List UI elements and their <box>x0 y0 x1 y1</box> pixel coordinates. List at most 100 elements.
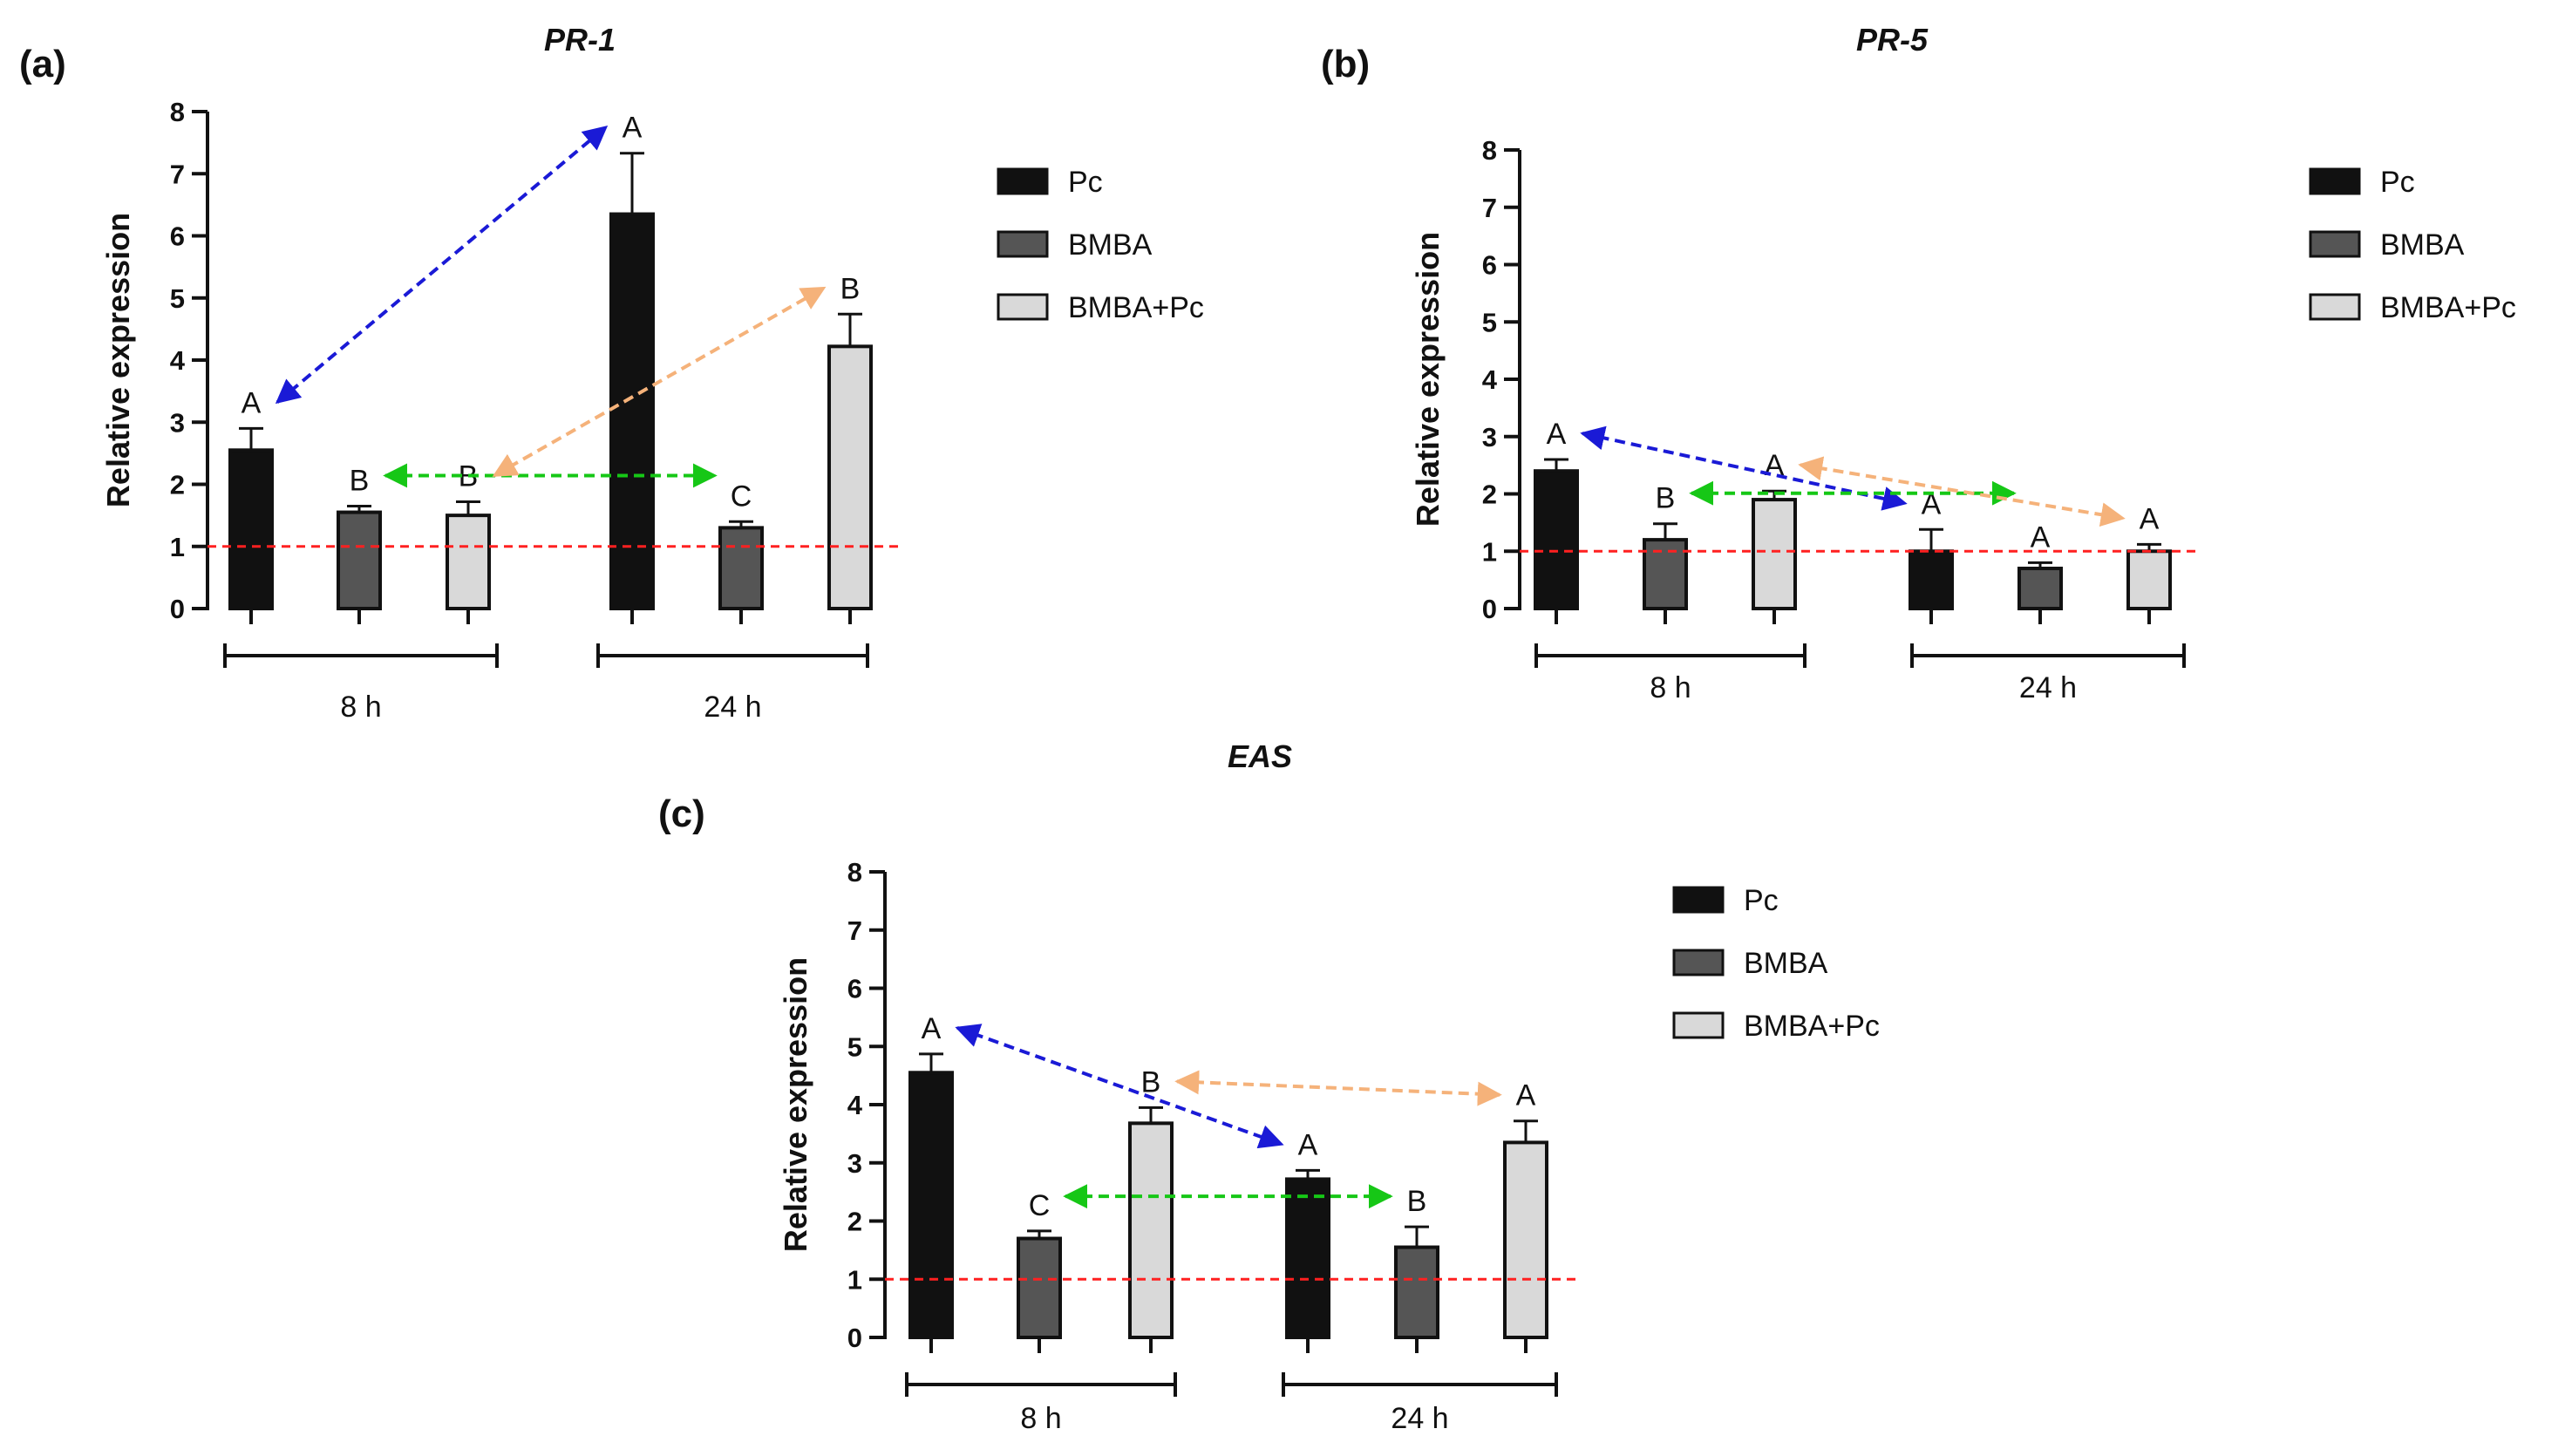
y-tick-label: 0 <box>1482 594 1497 624</box>
bar-bmba-plus-pc <box>1128 1121 1174 1339</box>
group-label: 24 h <box>1391 1402 1448 1435</box>
y-tick-label: 4 <box>847 1090 863 1120</box>
y-tick-label: 6 <box>1482 250 1497 281</box>
group-label: 24 h <box>2019 671 2077 704</box>
panel-label: (b) <box>1321 43 1370 85</box>
comparison-arrow-orange <box>1174 1070 1502 1106</box>
y-tick-label: 1 <box>170 532 185 562</box>
significance-letter: A <box>922 1012 942 1045</box>
legend-label: Pc <box>1068 166 1103 199</box>
bar-pc <box>1285 1177 1330 1339</box>
group-label: 8 h <box>1020 1402 1061 1435</box>
significance-letter: A <box>242 386 262 419</box>
legend-label: BMBA+Pc <box>2380 291 2516 324</box>
significance-letter: A <box>1516 1079 1536 1112</box>
legend-swatch <box>2309 230 2361 258</box>
y-tick-label: 6 <box>170 221 185 252</box>
y-tick-label: 1 <box>847 1264 862 1295</box>
y-axis-label: Relative expression <box>778 957 813 1252</box>
significance-letter: A <box>623 112 643 145</box>
legend-swatch <box>1672 886 1725 914</box>
group-label: 24 h <box>704 691 761 724</box>
legend-swatch <box>997 167 1049 195</box>
comparison-arrow-orange <box>492 286 827 478</box>
y-tick-label: 5 <box>170 283 185 314</box>
y-axis-label: Relative expression <box>1410 232 1446 527</box>
bar-bmba-plus-pc <box>446 514 491 610</box>
bar-bmba <box>718 526 764 610</box>
significance-letter: B <box>350 464 370 497</box>
group-label: 8 h <box>1650 671 1691 704</box>
legend-swatch <box>2309 293 2361 321</box>
y-tick-label: 5 <box>1482 307 1497 337</box>
significance-letter: A <box>1298 1128 1318 1161</box>
legend-label: BMBA <box>2380 228 2465 262</box>
panel-a: (a) PR-1 0 1 2 3 4 5 6 7 8 Relative expression A B B 8 … <box>19 22 1204 724</box>
y-tick-label: 7 <box>1482 193 1497 223</box>
bar-bmba <box>1643 538 1688 610</box>
y-tick-label: 0 <box>847 1323 862 1353</box>
y-tick-label: 0 <box>170 594 185 624</box>
significance-letter: C <box>1029 1189 1051 1222</box>
group-label: 8 h <box>340 691 381 724</box>
y-tick-label: 2 <box>170 470 185 500</box>
bar-bmba <box>337 510 382 610</box>
bar-bmba <box>1017 1236 1062 1340</box>
bar-pc <box>228 448 274 610</box>
legend-label: BMBA+Pc <box>1744 1010 1880 1043</box>
bar-bmba <box>1394 1245 1439 1339</box>
legend-label: BMBA+Pc <box>1068 291 1204 324</box>
legend-label: Pc <box>1744 884 1779 917</box>
legend-swatch <box>997 230 1049 258</box>
y-tick-label: 3 <box>847 1148 862 1179</box>
panel-b: (b) PR-5 0 1 2 3 4 5 6 7 8 Relative expression A B A 8 … <box>1321 22 2516 704</box>
bar-pc <box>1534 469 1579 611</box>
y-tick-label: 3 <box>1482 422 1497 452</box>
panel-label: (a) <box>19 43 66 85</box>
y-tick-label: 8 <box>1482 135 1497 166</box>
significance-letter: C <box>731 480 752 513</box>
bar-pc <box>609 212 655 610</box>
y-tick-label: 4 <box>170 345 186 376</box>
significance-letter: A <box>2031 520 2051 554</box>
comparison-arrow-orange <box>1798 456 2126 527</box>
y-tick-label: 7 <box>170 159 185 189</box>
comparison-arrow-blue <box>275 125 609 405</box>
comparison-arrow-blue <box>955 1024 1284 1149</box>
y-tick-label: 2 <box>1482 480 1497 510</box>
bar-pc <box>908 1071 954 1339</box>
y-tick-label: 8 <box>170 97 185 127</box>
y-tick-label: 1 <box>1482 536 1497 567</box>
y-tick-label: 2 <box>847 1207 862 1237</box>
legend-swatch <box>1672 1011 1725 1039</box>
legend-swatch <box>2309 167 2361 195</box>
legend-label: BMBA <box>1744 947 1828 980</box>
y-tick-label: 3 <box>170 407 185 438</box>
significance-letter: A <box>1547 418 1567 451</box>
y-tick-label: 8 <box>847 857 862 888</box>
legend-label: BMBA <box>1068 228 1153 262</box>
significance-letter: B <box>1407 1185 1427 1218</box>
legend-swatch <box>1672 949 1725 976</box>
bar-pc <box>1909 549 1954 610</box>
y-tick-label: 5 <box>847 1031 862 1062</box>
y-tick-label: 6 <box>847 974 862 1004</box>
legend-swatch <box>997 293 1049 321</box>
y-tick-label: 7 <box>847 915 862 946</box>
significance-letter: B <box>1656 482 1676 515</box>
y-tick-label: 4 <box>1482 364 1498 395</box>
y-axis-label: Relative expression <box>100 213 136 507</box>
bar-bmba-plus-pc <box>827 344 873 610</box>
chart-title: PR-1 <box>544 22 616 58</box>
significance-letter: B <box>1141 1065 1161 1099</box>
significance-letter: B <box>840 272 861 305</box>
bar-bmba-plus-pc <box>1503 1140 1548 1339</box>
bar-bmba-plus-pc <box>2126 549 2172 610</box>
bar-bmba <box>2017 566 2063 610</box>
panel-label: (c) <box>658 793 705 835</box>
significance-letter: A <box>2140 502 2160 535</box>
panel-c: (c) EAS 0 1 2 3 4 5 6 7 8 Relative expression A C B 8 h… <box>658 738 1880 1435</box>
legend-label: Pc <box>2380 166 2415 199</box>
chart-title: EAS <box>1228 738 1292 774</box>
